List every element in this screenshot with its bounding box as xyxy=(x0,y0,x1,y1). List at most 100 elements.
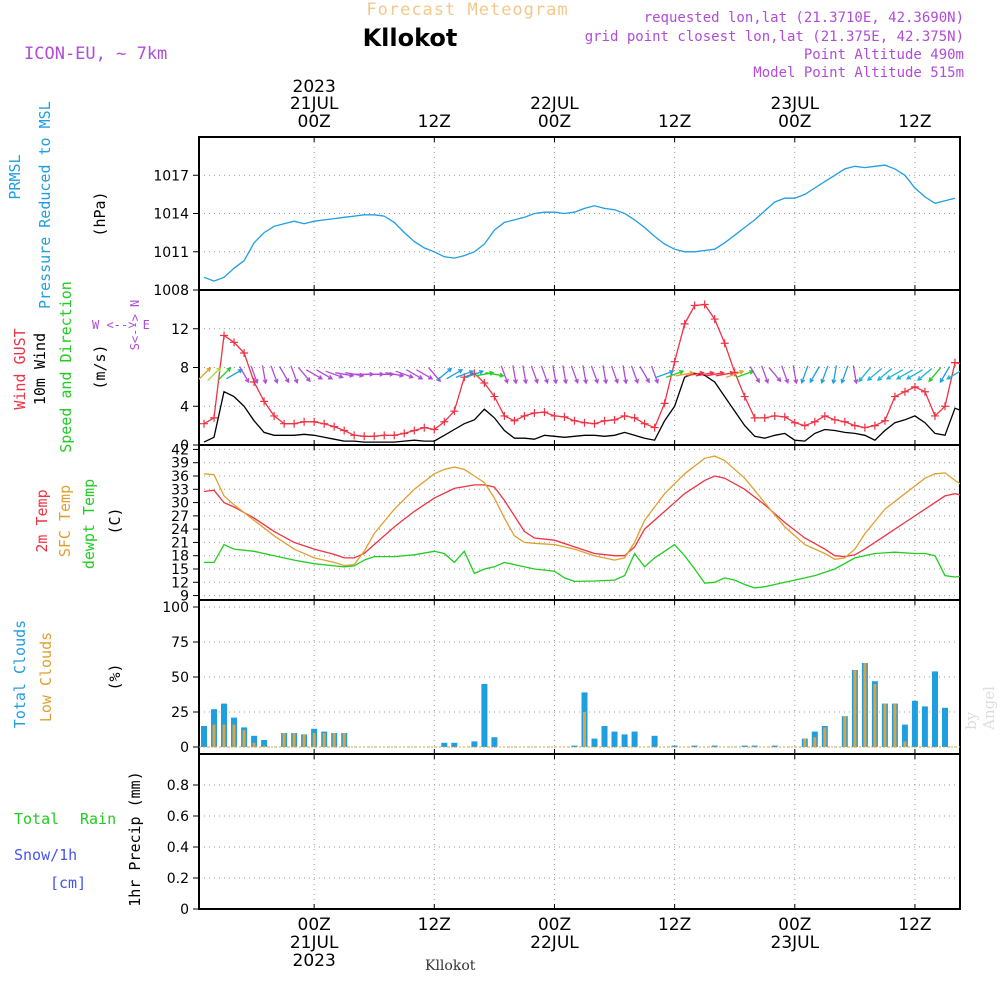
y-tick-label: 0.8 xyxy=(167,778,189,794)
wind-direction-arrow xyxy=(820,365,829,384)
total-cloud-bar xyxy=(621,734,628,747)
low-cloud-bar xyxy=(282,733,286,747)
gust-marker xyxy=(450,407,459,416)
y-tick-label: 8 xyxy=(180,361,189,377)
y-tick-label: 12 xyxy=(171,575,189,591)
wind-direction-arrow xyxy=(749,366,760,384)
gust-marker xyxy=(880,416,889,425)
low-cloud-bar xyxy=(302,734,306,747)
top-axis-date: 22JUL xyxy=(530,94,579,114)
y-tick-label: 0.6 xyxy=(167,809,189,825)
series-line-dewpt-temp xyxy=(204,543,960,589)
grid-coords: grid point closest lon,lat (21.375E, 42.… xyxy=(584,29,964,45)
total-cloud-bar xyxy=(741,745,748,747)
top-axis-hour: 12Z xyxy=(418,112,451,132)
gust-marker xyxy=(780,412,789,421)
wind-direction-arrow xyxy=(768,366,782,383)
wind-direction-arrow xyxy=(946,370,960,380)
wind-direction-arrow xyxy=(436,367,453,381)
y-tick-label: 0 xyxy=(180,902,189,918)
total-cloud-bar xyxy=(631,731,638,747)
gust-marker xyxy=(380,431,389,440)
gust-marker xyxy=(900,387,909,396)
y-tick-label: 1014 xyxy=(153,207,189,223)
y-tick-label: 33 xyxy=(171,482,189,498)
wind-direction-arrow xyxy=(650,365,659,384)
low-cloud-bar xyxy=(853,670,857,747)
wind-direction-arrow xyxy=(290,365,299,384)
y-tick-label: 0 xyxy=(180,740,189,756)
gust-marker xyxy=(360,432,369,441)
gust-marker xyxy=(340,426,349,435)
gust-marker xyxy=(690,301,699,310)
chart-subtitle: Forecast Meteogram xyxy=(366,0,569,20)
low-cloud-bar xyxy=(903,741,907,747)
y-tick-label: 100 xyxy=(162,600,189,616)
wind-direction-arrow xyxy=(736,369,755,379)
series-line-prmsl xyxy=(203,164,956,282)
wind-direction-arrow xyxy=(239,366,250,384)
wind-direction-arrow xyxy=(905,369,924,380)
top-axis-date: 21JUL xyxy=(290,94,339,114)
low-cloud-bar xyxy=(823,727,827,747)
low-cloud-bar xyxy=(262,745,266,747)
wind-direction-arrow xyxy=(800,365,809,384)
top-axis-hour: 12Z xyxy=(658,112,691,132)
gust-marker xyxy=(940,402,949,411)
compass-we: W <--> E xyxy=(92,318,150,332)
gust-marker xyxy=(420,423,429,432)
wind-direction-arrow xyxy=(809,366,820,384)
gust-marker xyxy=(560,412,569,421)
gust-marker xyxy=(950,358,959,367)
wind-direction-arrow xyxy=(512,365,518,385)
rain-label: Rain xyxy=(80,810,117,828)
gust-marker xyxy=(750,413,759,422)
total-cloud-bar xyxy=(591,738,598,747)
gust-marker xyxy=(400,429,409,438)
gust-marker xyxy=(200,419,209,428)
gust-marker xyxy=(370,432,379,441)
gust-marker xyxy=(320,419,329,428)
y-tick-label: 24 xyxy=(171,522,189,538)
gust-marker xyxy=(550,411,559,420)
low-cloud-bar xyxy=(222,724,226,747)
low-cloud-bar xyxy=(252,742,256,747)
wind-direction-arrow xyxy=(406,369,424,380)
y-tick-label: 42 xyxy=(171,442,189,458)
top-axis-hour: 00Z xyxy=(538,112,571,132)
wind-direction-arrow xyxy=(270,365,279,384)
total-cloud-bar xyxy=(251,735,258,747)
low-cloud-bar xyxy=(322,733,326,747)
low-cloud-bar xyxy=(332,733,336,747)
total-cloud-bar xyxy=(942,707,948,747)
wind-direction-arrow xyxy=(325,370,344,379)
gust-marker xyxy=(570,416,579,425)
total-cloud-bar xyxy=(771,745,778,747)
gust-marker xyxy=(820,411,829,420)
wind-direction-arrow xyxy=(852,365,859,385)
cm-unit-label: [cm] xyxy=(50,874,87,892)
total-cloud-bar xyxy=(201,726,207,747)
gust-marker xyxy=(790,418,799,427)
series-line-10m-wind xyxy=(203,372,960,443)
wind-direction-arrow xyxy=(792,365,799,385)
y-tick-label: 0.4 xyxy=(167,840,189,856)
top-axis-hour: 00Z xyxy=(298,112,331,132)
low-cloud-bar xyxy=(873,684,877,747)
y-tick-label: 30 xyxy=(171,496,189,512)
wind-direction-arrow xyxy=(199,366,212,381)
gust-marker xyxy=(961,361,969,369)
gust-marker xyxy=(350,431,359,440)
total-cloud-bar xyxy=(911,700,918,747)
low-cloud-bar xyxy=(813,737,817,747)
y-tick-label: 18 xyxy=(171,549,189,565)
gust-marker xyxy=(630,413,639,422)
wind-direction-arrow xyxy=(562,365,568,385)
wind-direction-arrow xyxy=(610,365,619,384)
top-axis-hour: 12Z xyxy=(898,112,931,132)
total-cloud-bar xyxy=(651,735,658,747)
low-cloud-bar xyxy=(843,716,847,747)
gust-marker xyxy=(410,426,419,435)
wind-direction-arrow xyxy=(540,365,549,384)
gust-marker xyxy=(540,408,549,417)
